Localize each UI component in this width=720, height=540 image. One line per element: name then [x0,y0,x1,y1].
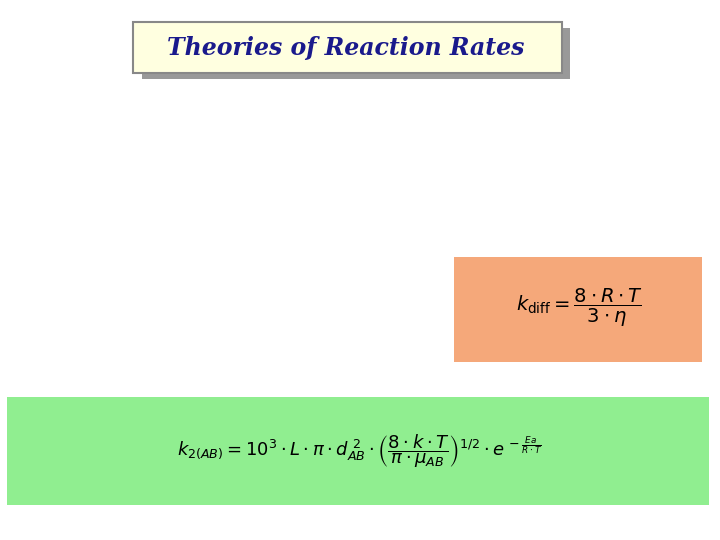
Text: $k_{\mathrm{diff}} = \dfrac{8 \cdot R \cdot T}{3 \cdot \eta}$: $k_{\mathrm{diff}} = \dfrac{8 \cdot R \c… [516,287,643,329]
FancyBboxPatch shape [454,256,702,362]
FancyBboxPatch shape [7,397,709,505]
Text: Theories of Reaction Rates: Theories of Reaction Rates [167,36,524,59]
FancyBboxPatch shape [133,22,562,73]
FancyBboxPatch shape [142,28,570,79]
Text: $k_{2(AB)} = 10^3 \cdot L \cdot \pi \cdot d_{AB}^{\;2} \cdot \left(\dfrac{8 \cdo: $k_{2(AB)} = 10^3 \cdot L \cdot \pi \cdo… [177,432,543,470]
